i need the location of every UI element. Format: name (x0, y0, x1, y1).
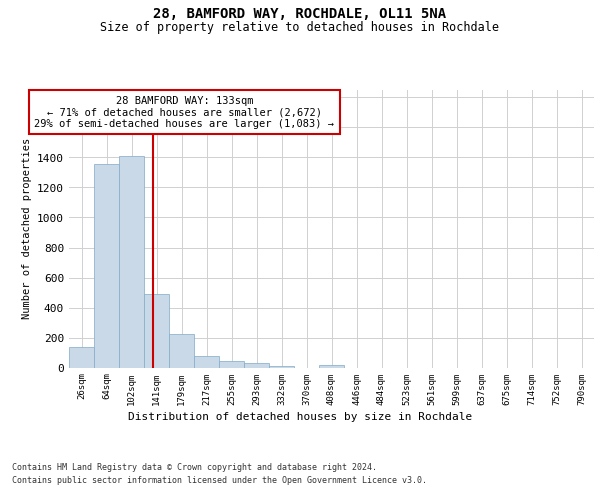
Bar (119, 156, 144, 368)
Text: 28, BAMFORD WAY, ROCHDALE, OL11 5NA: 28, BAMFORD WAY, ROCHDALE, OL11 5NA (154, 8, 446, 22)
Bar (144, 294, 169, 368)
Bar (244, 364, 269, 368)
Bar (169, 334, 194, 368)
Bar (69, 347, 94, 368)
Bar (94, 164, 119, 368)
Bar (269, 366, 294, 368)
Bar (319, 364, 344, 368)
Text: Contains HM Land Registry data © Crown copyright and database right 2024.: Contains HM Land Registry data © Crown c… (12, 462, 377, 471)
Text: Distribution of detached houses by size in Rochdale: Distribution of detached houses by size … (128, 412, 472, 422)
Text: 28 BAMFORD WAY: 133sqm
← 71% of detached houses are smaller (2,672)
29% of semi-: 28 BAMFORD WAY: 133sqm ← 71% of detached… (35, 96, 335, 128)
Y-axis label: Number of detached properties: Number of detached properties (22, 138, 32, 320)
Bar (219, 361, 244, 368)
Text: Contains public sector information licensed under the Open Government Licence v3: Contains public sector information licen… (12, 476, 427, 485)
Bar (194, 356, 219, 368)
Text: Size of property relative to detached houses in Rochdale: Size of property relative to detached ho… (101, 21, 499, 34)
